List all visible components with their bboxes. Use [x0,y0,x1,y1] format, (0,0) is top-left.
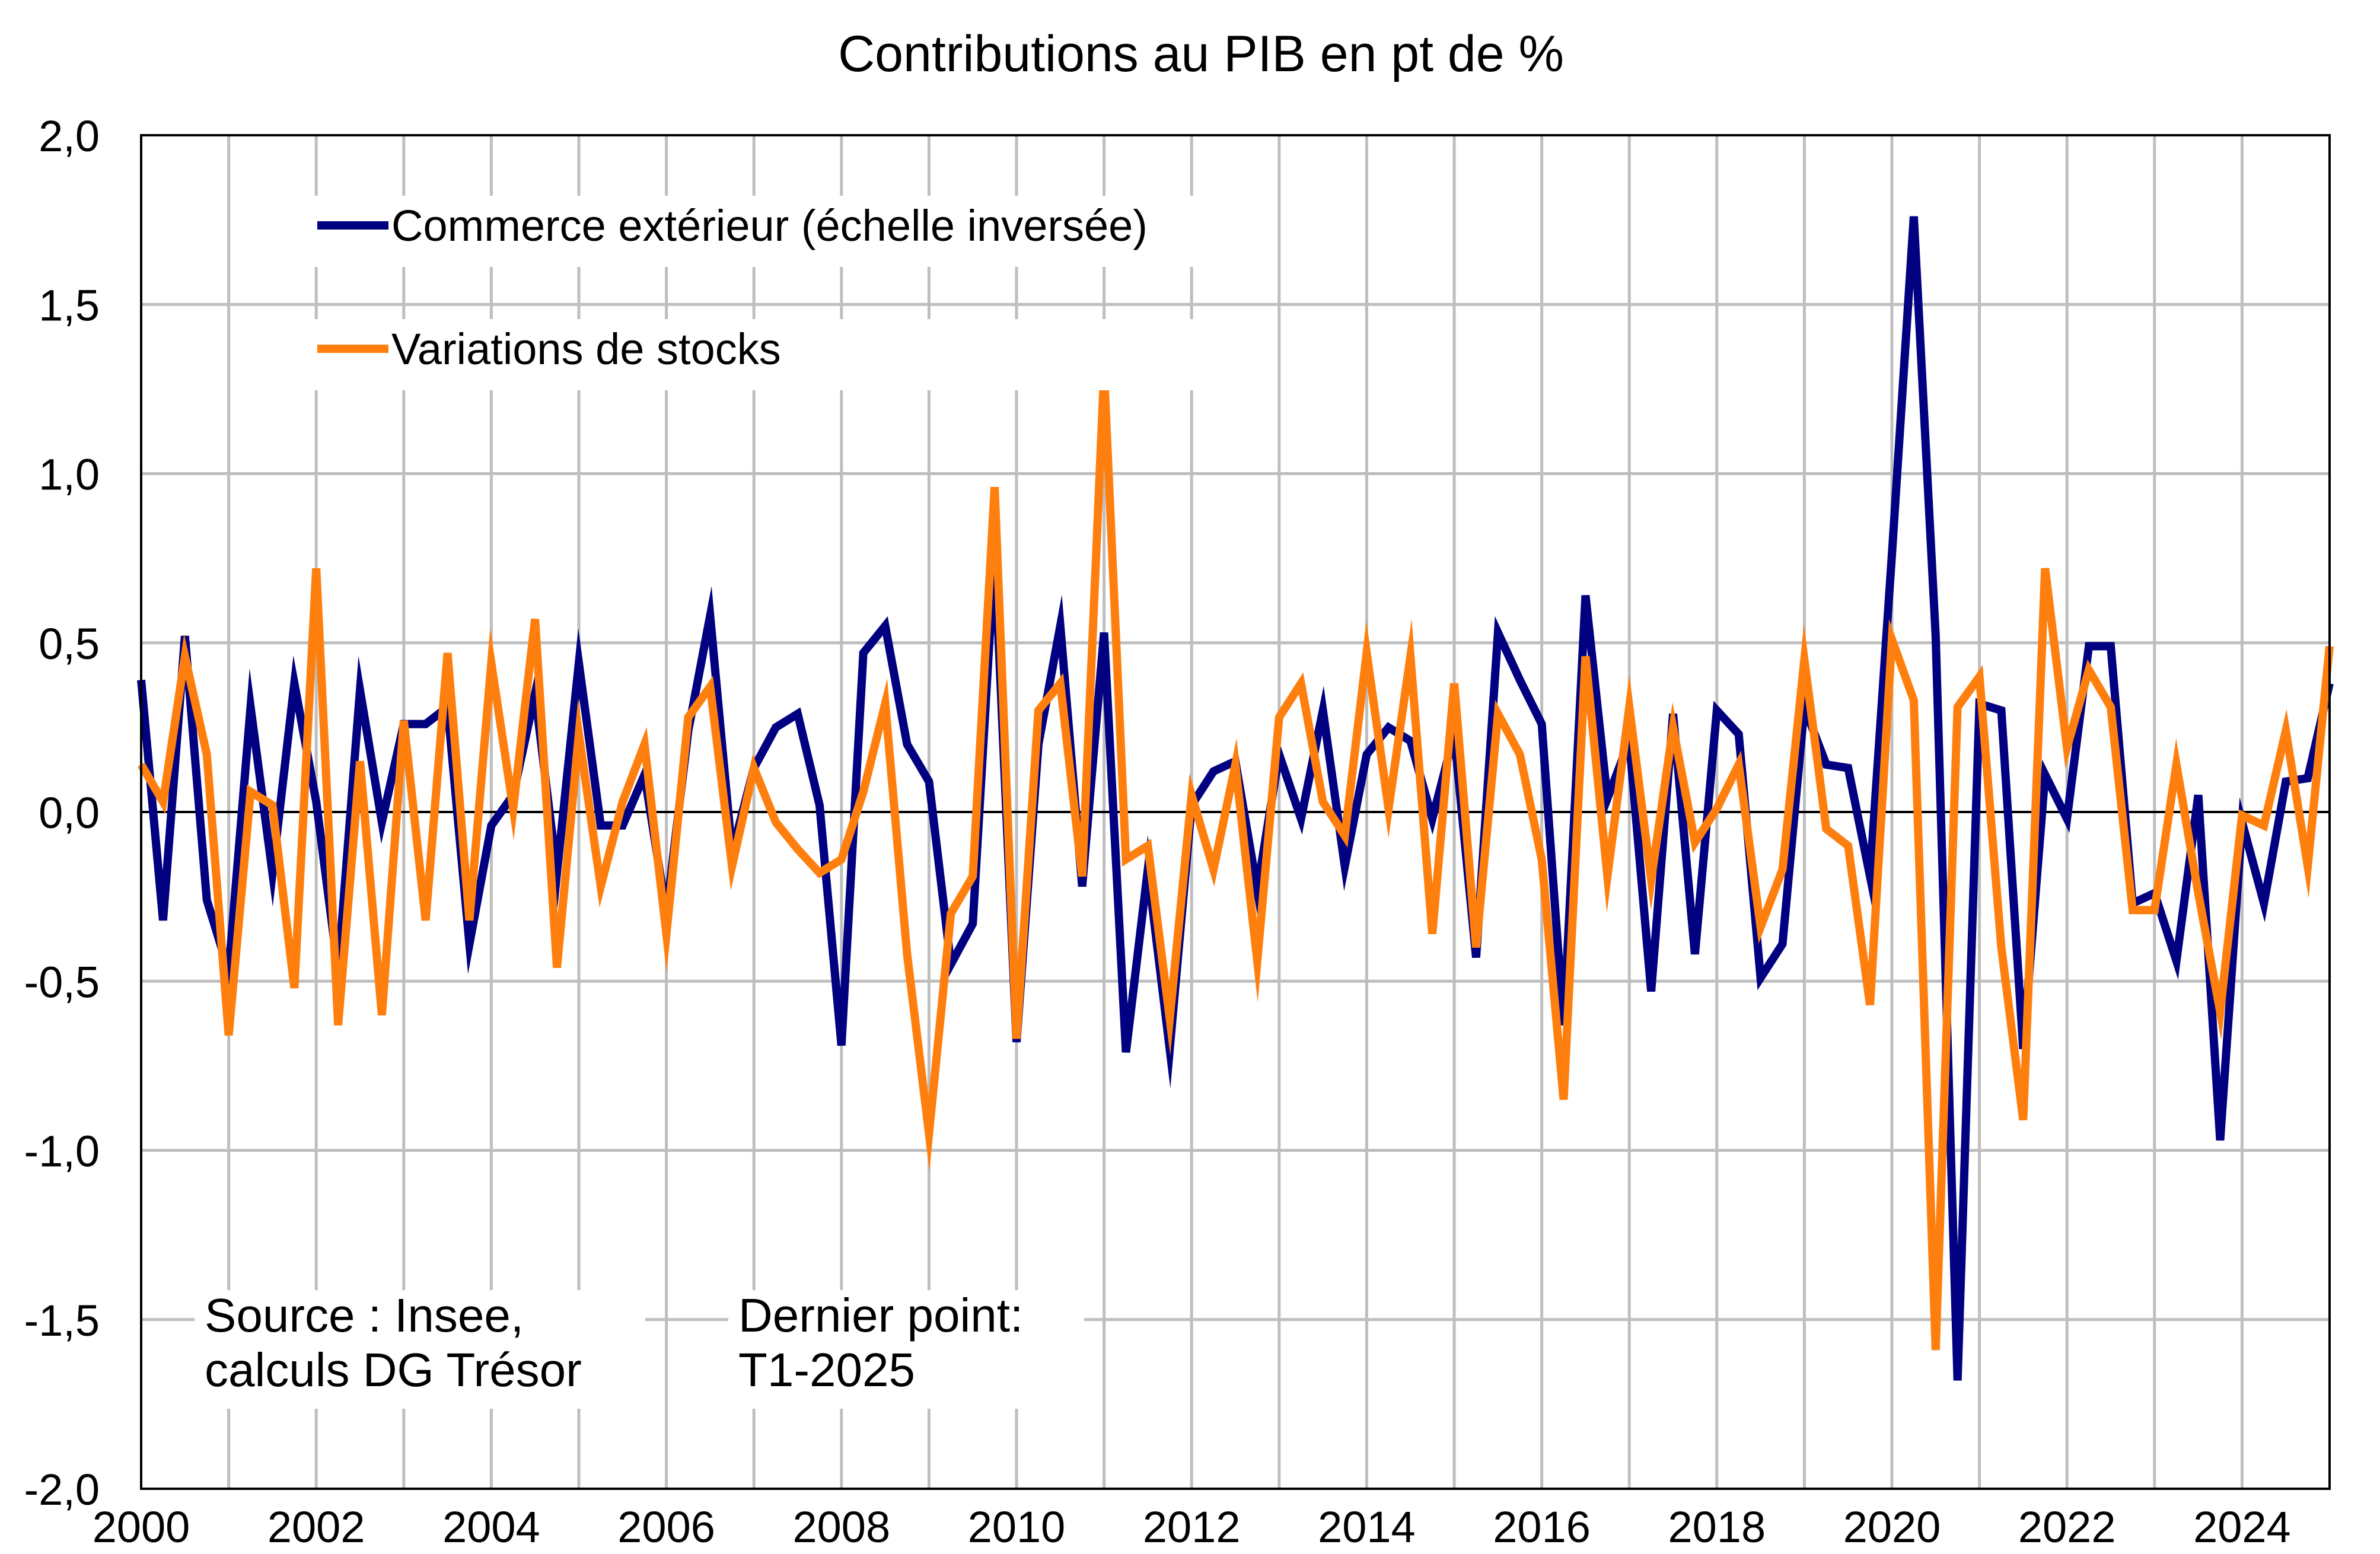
y-tick-label: 1,0 [39,450,100,499]
x-tick-label: 2020 [1843,1502,1941,1552]
series-line-variations-de-stocks [137,371,2334,1351]
y-tick-label: -2,0 [24,1465,100,1514]
x-tick-label: 2024 [2193,1502,2291,1552]
annotation-text: Source : Insee, [205,1289,524,1342]
legend-label: Commerce extérieur (échelle inversée) [391,201,1148,250]
y-tick-label: 0,0 [39,788,100,837]
annotation-text: Dernier point: [738,1289,1023,1342]
x-tick-label: 2016 [1493,1502,1591,1552]
legend-label: Variations de stocks [391,324,781,374]
x-tick-label: 2004 [442,1502,540,1552]
annotation-box [195,1290,645,1409]
x-tick-label: 2002 [267,1502,365,1552]
annotations: Source : Insee,calculs DG Trésor Dernier … [195,1289,1084,1409]
x-tick-label: 2006 [617,1502,715,1552]
y-tick-label: -0,5 [24,957,100,1007]
x-tick-label: 2000 [93,1502,190,1552]
x-tick-label: 2008 [792,1502,890,1552]
series [137,216,2334,1381]
legend-item-background [311,196,1201,267]
x-axis: 2000 2002 2004 2006 2008 2010 2012 2014 2016 2018… [93,1502,2291,1552]
x-tick-label: 2018 [1668,1502,1766,1552]
y-tick-label: 1,5 [39,281,100,330]
annotation-text: T1-2025 [738,1343,915,1396]
y-tick-label: -1,5 [24,1296,100,1345]
y-tick-label: 2,0 [39,112,100,161]
x-tick-label: 2012 [1143,1502,1241,1552]
y-axis: 2,0 1,5 1,0 0,5 0,0 -0,5 -1,0 -1,5 -2,0 [24,112,100,1514]
chart-title: Contributions au PIB en pt de % [838,26,1564,82]
y-tick-label: -1,0 [24,1127,100,1176]
annotation-text: calculs DG Trésor [205,1343,582,1396]
x-tick-label: 2014 [1318,1502,1416,1552]
plot-frame [140,134,2331,1490]
legend: Commerce extérieur (échelle inversée) Var… [311,196,1201,390]
x-tick-label: 2022 [2018,1502,2116,1552]
y-tick-label: 0,5 [39,619,100,668]
x-tick-label: 2010 [968,1502,1066,1552]
annotation-box [728,1290,1084,1409]
legend-item-background [311,319,1201,390]
